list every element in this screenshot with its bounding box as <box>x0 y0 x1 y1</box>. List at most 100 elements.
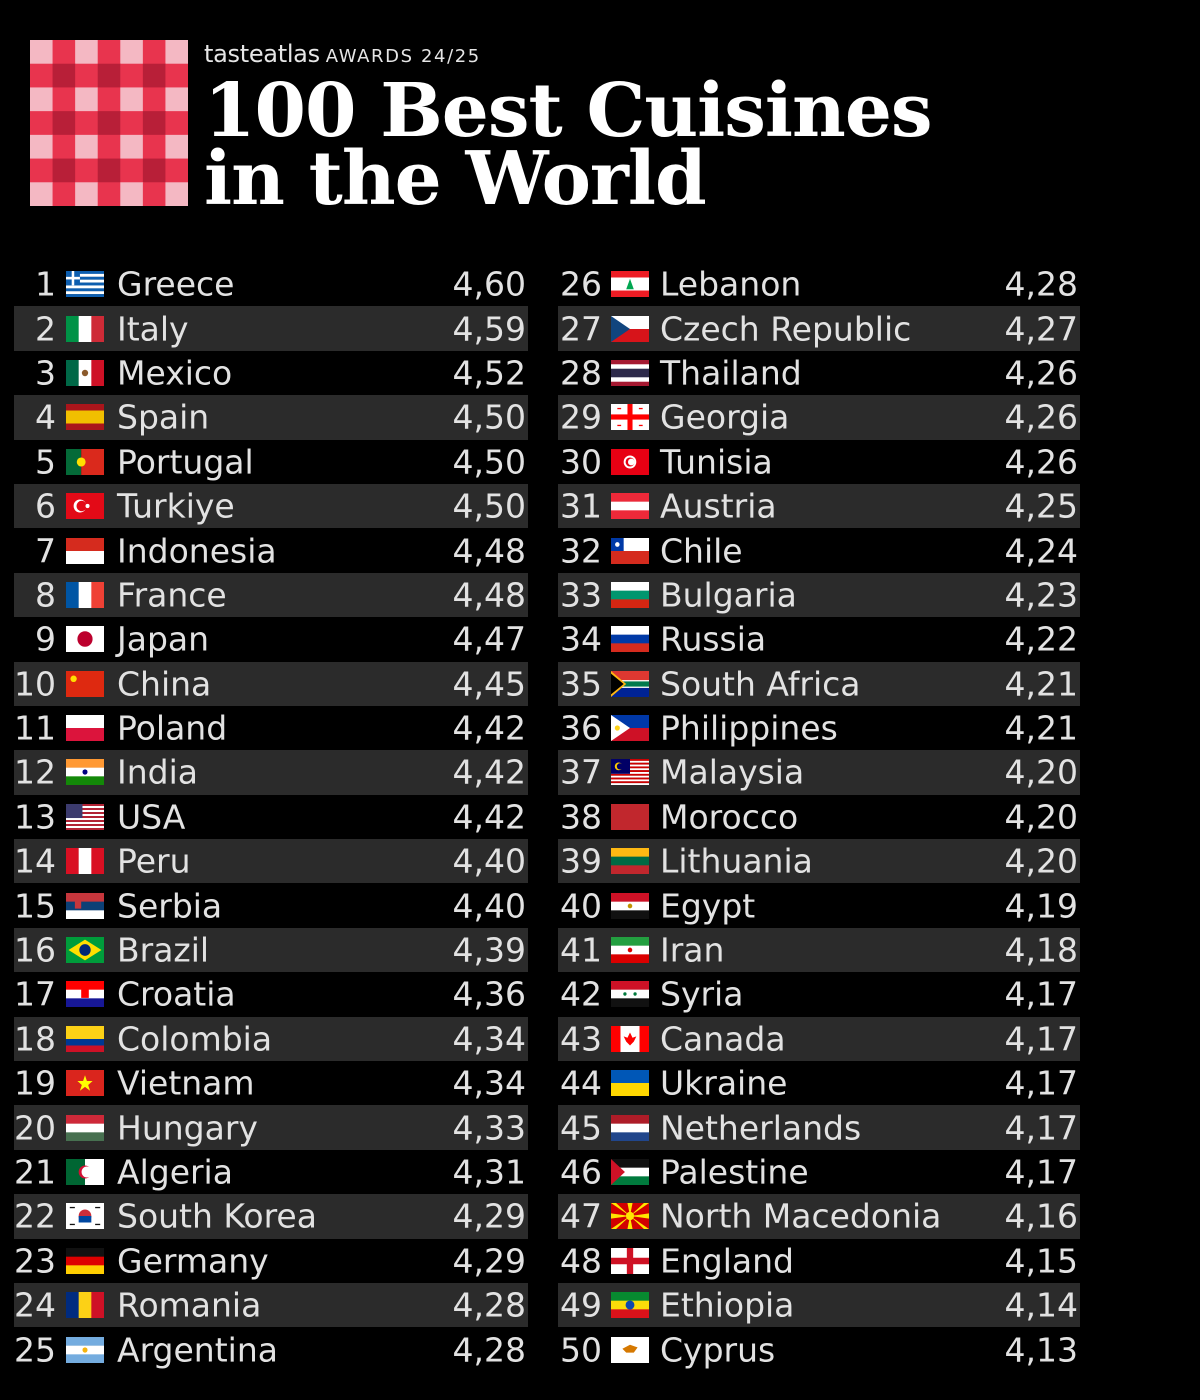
country-name: Turkiye <box>117 486 235 526</box>
award-label: AWARDS 24/25 <box>325 46 481 67</box>
rank-number: 36 <box>560 708 602 748</box>
rank-number: 8 <box>35 575 56 615</box>
score-value: 4,21 <box>1004 664 1078 704</box>
rank-number: 40 <box>560 886 602 926</box>
country-name: France <box>117 575 227 615</box>
rank-number: 37 <box>560 752 602 792</box>
rank-number: 17 <box>14 974 56 1014</box>
country-name: Portugal <box>117 442 254 482</box>
country-name: North Macedonia <box>660 1196 942 1236</box>
country-name: Croatia <box>117 974 236 1014</box>
country-name: Brazil <box>117 930 210 970</box>
rank-number: 24 <box>14 1285 56 1325</box>
score-value: 4,50 <box>452 442 526 482</box>
country-name: China <box>117 664 212 704</box>
country-name: Japan <box>117 619 210 659</box>
table-row: 43 Canada 4,17 <box>558 1016 1080 1062</box>
table-row: 29 Georgia 4,26 <box>558 395 1080 440</box>
italy-flag-icon <box>66 315 104 342</box>
table-row: 35 South Africa 4,21 <box>558 661 1080 706</box>
table-row: 49 Ethiopia 4,14 <box>558 1282 1080 1328</box>
mexico-flag-icon <box>66 359 104 386</box>
rank-number: 31 <box>560 486 602 526</box>
table-row: 34 Russia 4,22 <box>558 617 1080 661</box>
country-name: Indonesia <box>117 531 277 571</box>
country-name: Chile <box>660 531 743 571</box>
rank-number: 44 <box>560 1063 602 1103</box>
south-africa-flag-icon <box>611 670 649 697</box>
rank-number: 50 <box>560 1330 602 1370</box>
table-row: 8 France 4,48 <box>14 572 528 618</box>
indonesia-flag-icon <box>66 537 104 564</box>
france-flag-icon <box>66 581 104 608</box>
score-value: 4,26 <box>1004 397 1078 437</box>
rank-number: 15 <box>14 886 56 926</box>
score-value: 4,45 <box>452 664 526 704</box>
table-row: 42 Syria 4,17 <box>558 972 1080 1016</box>
colombia-flag-icon <box>66 1025 104 1052</box>
table-row: 13 USA 4,42 <box>14 795 528 839</box>
country-name: Georgia <box>660 397 790 437</box>
country-name: Colombia <box>117 1019 273 1059</box>
austria-flag-icon <box>611 493 649 520</box>
morocco-flag-icon <box>611 803 649 830</box>
spain-flag-icon <box>66 404 104 431</box>
brand-name: tasteatlas <box>204 40 320 68</box>
country-name: Egypt <box>660 886 756 926</box>
table-row: 30 Tunisia 4,26 <box>558 440 1080 484</box>
rank-number: 10 <box>14 664 56 704</box>
country-name: Czech Republic <box>660 309 912 349</box>
rank-number: 38 <box>560 797 602 837</box>
philippines-flag-icon <box>611 715 649 742</box>
score-value: 4,39 <box>452 930 526 970</box>
japan-flag-icon <box>66 626 104 653</box>
table-row: 26 Lebanon 4,28 <box>558 262 1080 306</box>
rank-number: 13 <box>14 797 56 837</box>
hungary-flag-icon <box>66 1114 104 1141</box>
score-value: 4,17 <box>1004 1108 1078 1148</box>
cyprus-flag-icon <box>611 1336 649 1363</box>
table-row: 39 Lithuania 4,20 <box>558 839 1080 884</box>
score-value: 4,17 <box>1004 974 1078 1014</box>
country-name: Spain <box>117 397 210 437</box>
canada-flag-icon <box>611 1025 649 1052</box>
score-value: 4,42 <box>452 708 526 748</box>
ranking-table-left: 1 Greece 4,60 2 Italy 4,59 3 Mexico 4,52 4 Spain 4,… <box>14 262 528 1372</box>
thailand-flag-icon <box>611 359 649 386</box>
score-value: 4,21 <box>1004 708 1078 748</box>
rank-number: 41 <box>560 930 602 970</box>
england-flag-icon <box>611 1247 649 1274</box>
russia-flag-icon <box>611 626 649 653</box>
iran-flag-icon <box>611 937 649 964</box>
rank-number: 18 <box>14 1019 56 1059</box>
country-name: Ukraine <box>660 1063 788 1103</box>
algeria-flag-icon <box>66 1159 104 1185</box>
score-value: 4,24 <box>1004 531 1078 571</box>
tunisia-flag-icon <box>611 448 649 475</box>
rank-number: 16 <box>14 930 56 970</box>
rank-number: 42 <box>560 974 602 1014</box>
rank-number: 39 <box>560 841 602 881</box>
netherlands-flag-icon <box>611 1114 649 1141</box>
georgia-flag-icon <box>611 404 649 431</box>
table-row: 2 Italy 4,59 <box>14 306 528 351</box>
rank-number: 23 <box>14 1241 56 1281</box>
country-name: Cyprus <box>660 1330 776 1370</box>
score-value: 4,28 <box>452 1330 526 1370</box>
brazil-flag-icon <box>66 937 104 964</box>
country-name: Romania <box>117 1285 262 1325</box>
rank-number: 46 <box>560 1152 602 1192</box>
country-name: Tunisia <box>660 442 773 482</box>
rank-number: 22 <box>14 1196 56 1236</box>
score-value: 4,26 <box>1004 353 1078 393</box>
table-row: 50 Cyprus 4,13 <box>558 1327 1080 1371</box>
country-name: Poland <box>117 708 228 748</box>
south-korea-flag-icon <box>66 1203 104 1230</box>
rank-number: 30 <box>560 442 602 482</box>
table-row: 45 Netherlands 4,17 <box>558 1105 1080 1150</box>
score-value: 4,40 <box>452 841 526 881</box>
rank-number: 32 <box>560 531 602 571</box>
country-name: Lebanon <box>660 264 802 304</box>
score-value: 4,20 <box>1004 841 1078 881</box>
rank-number: 21 <box>14 1152 56 1192</box>
